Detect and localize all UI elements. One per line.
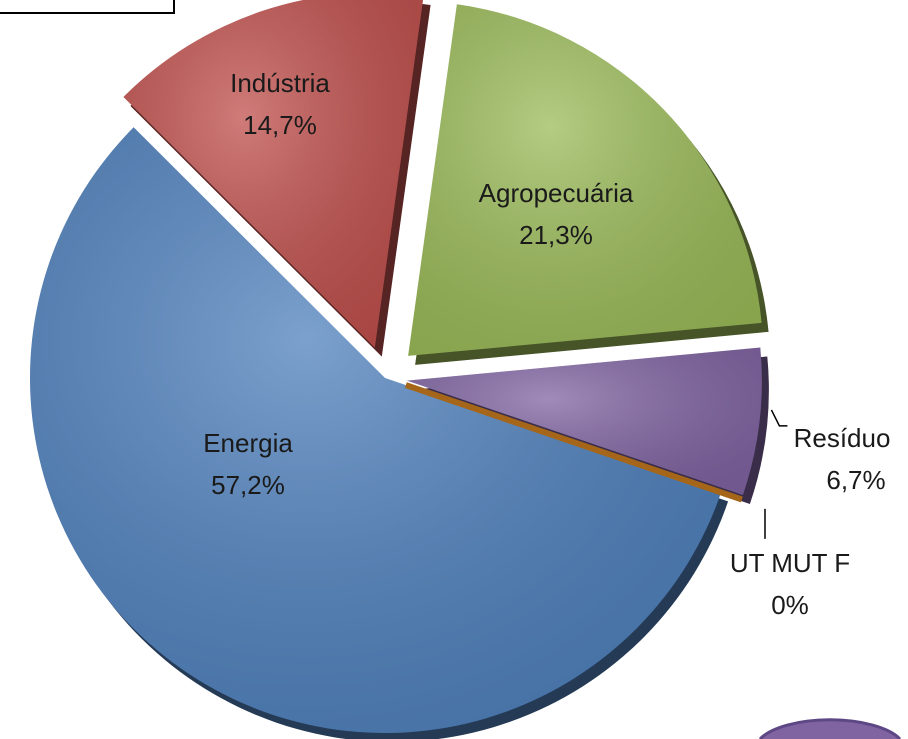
- slice-value-label: 6,7%: [826, 465, 885, 495]
- slice-value-label: 14,7%: [243, 110, 317, 140]
- slice-label: Agropecuária: [479, 178, 634, 208]
- slice-shine: [408, 4, 762, 356]
- decoration: [758, 718, 902, 739]
- slice-label: UT MUT F: [730, 548, 850, 578]
- slice-shine: [406, 347, 762, 495]
- slice-label: Resíduo: [794, 423, 891, 453]
- slice-value-label: 57,2%: [211, 470, 285, 500]
- slice-shine: [123, 0, 424, 348]
- slice-value-label: 0%: [771, 590, 809, 620]
- slice-shine: [29, 127, 722, 734]
- slice-label: Energia: [203, 428, 293, 458]
- leader-line: [770, 409, 788, 427]
- slice-label: Indústria: [230, 68, 330, 98]
- frame-box: [0, 0, 175, 14]
- slice-value-label: 21,3%: [519, 220, 593, 250]
